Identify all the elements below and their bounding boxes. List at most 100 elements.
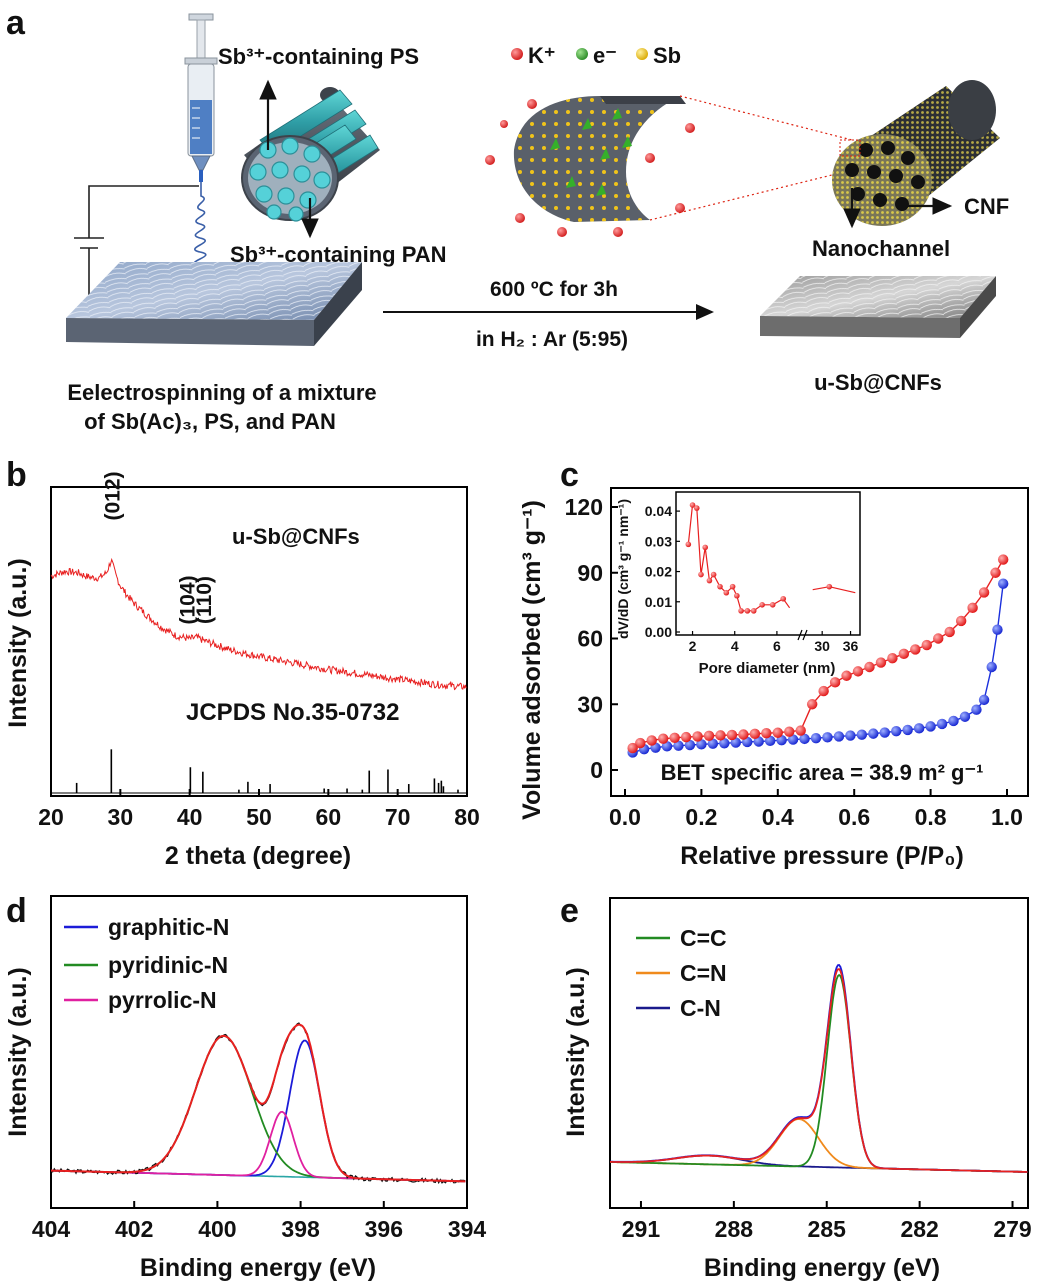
bet-annotation: BET specific area = 38.9 m² g⁻¹ bbox=[661, 760, 984, 785]
envelope-fit bbox=[610, 968, 1028, 1173]
desorption-point bbox=[806, 699, 818, 710]
x-tick-label-b: 20 bbox=[38, 804, 64, 830]
psd-point bbox=[729, 583, 736, 590]
legend-pyrrolic: pyrrolic-N bbox=[108, 987, 217, 1013]
adsorption-point bbox=[730, 737, 741, 748]
desorption-point bbox=[749, 728, 761, 740]
x-tick-label-c: 0.2 bbox=[685, 804, 717, 830]
peak-label: (110) bbox=[193, 576, 216, 624]
desorption-point bbox=[887, 653, 898, 664]
plot-area-c bbox=[627, 554, 1009, 758]
adsorption-point bbox=[925, 721, 936, 732]
x-tick-label-c: 0.6 bbox=[838, 804, 870, 830]
x-tick-label-c: 0.8 bbox=[915, 804, 947, 830]
psd-point bbox=[698, 571, 704, 578]
desorption-point bbox=[784, 726, 795, 737]
peak-label: (012) bbox=[101, 471, 124, 520]
plot-frame-e bbox=[609, 897, 1029, 1209]
legend-e: C=C C=N C-N bbox=[636, 925, 727, 1021]
fiber-bundle bbox=[241, 87, 380, 222]
product-mat bbox=[760, 276, 996, 338]
desorption-point bbox=[658, 733, 669, 744]
x-axis-title-e: Binding energy (eV) bbox=[704, 1254, 940, 1282]
desorption-point bbox=[761, 727, 772, 739]
adsorption-point bbox=[971, 704, 982, 715]
desorption-point bbox=[910, 644, 921, 655]
adsorption-point bbox=[891, 726, 902, 737]
inset-x-tick-label: 2 bbox=[689, 638, 697, 654]
desorption-point bbox=[635, 737, 646, 749]
adsorption-point bbox=[833, 731, 845, 742]
half-tube bbox=[485, 96, 695, 237]
inset-x-tick-label: 36 bbox=[843, 638, 859, 654]
x-tick-label-d: 404 bbox=[32, 1216, 71, 1242]
y-axis-title-e: Intensity (a.u.) bbox=[562, 967, 590, 1136]
legend-cc: C=C bbox=[680, 925, 727, 951]
y-axis-title-c: Volume adsorbed (cm³ g⁻¹) bbox=[518, 500, 546, 820]
panel-e: e 291 288 285 282 279 C=C C=N C-N Binding en… bbox=[560, 892, 1032, 1282]
nanochannel-label: Nanochannel bbox=[812, 236, 950, 261]
k-ion-icon bbox=[511, 48, 523, 60]
adsorption-point bbox=[913, 723, 925, 734]
pyridinic-N-fit bbox=[51, 1034, 466, 1183]
panel-letter-a: a bbox=[6, 4, 26, 42]
desorption-point bbox=[692, 731, 703, 742]
desorption-point bbox=[933, 633, 944, 644]
plot-area-e bbox=[610, 964, 1028, 1173]
psd-point bbox=[769, 602, 776, 608]
x-axis-title-b: 2 theta (degree) bbox=[165, 842, 351, 870]
panel-a: a bbox=[6, 4, 1009, 434]
panel-letter-e: e bbox=[560, 892, 579, 930]
x-tick-label-d: 400 bbox=[198, 1216, 236, 1242]
inset-y-tick-label: 0.02 bbox=[645, 564, 672, 580]
psd-point bbox=[710, 571, 717, 578]
x-tick-label-e: 288 bbox=[715, 1216, 754, 1242]
desorption-point bbox=[898, 648, 910, 660]
adsorption-point bbox=[696, 739, 707, 750]
y-tick-label-c: 0 bbox=[590, 757, 603, 783]
pan-label: Sb³⁺-containing PAN bbox=[230, 242, 447, 267]
pyrrolic-N-fit bbox=[51, 1110, 466, 1183]
product-caption: u-Sb@CNFs bbox=[814, 370, 942, 395]
adsorption-point bbox=[719, 738, 730, 749]
desorption-point bbox=[864, 661, 875, 673]
cnf-label: CNF bbox=[964, 194, 1009, 219]
panel-letter-c: c bbox=[560, 456, 579, 494]
plot-frame-d bbox=[50, 895, 468, 1209]
desorption-point bbox=[955, 615, 967, 627]
ps-label: Sb³⁺-containing PS bbox=[218, 44, 419, 69]
adsorption-point bbox=[764, 735, 776, 747]
y-axis-title-d: Intensity (a.u.) bbox=[4, 967, 32, 1136]
psd-point bbox=[826, 583, 833, 590]
desorption-point bbox=[703, 730, 715, 742]
inset-frame bbox=[675, 491, 861, 636]
psd-point bbox=[685, 541, 692, 548]
inset-y-title: dV/dD (cm³ g⁻¹ nm⁻¹) bbox=[615, 499, 631, 639]
legend-d: graphitic-N pyridinic-N pyrrolic-N bbox=[64, 914, 229, 1013]
desorption-point bbox=[875, 657, 887, 668]
panel-letter-d: d bbox=[6, 892, 27, 930]
x-axis-e: 291 288 285 282 279 bbox=[622, 1201, 1032, 1242]
desorption-point bbox=[852, 666, 864, 677]
adsorption-point bbox=[978, 694, 990, 706]
x-axis-title-d: Binding energy (eV) bbox=[140, 1254, 376, 1282]
x-axis-b: 20 30 40 50 60 70 80 bbox=[38, 789, 480, 830]
raw-spectrum bbox=[610, 964, 1028, 1173]
desorption-point bbox=[627, 742, 638, 754]
desorption-point bbox=[829, 677, 841, 688]
C=C-fit bbox=[610, 973, 1028, 1173]
legend-e: e⁻ bbox=[593, 43, 617, 68]
desorption-point bbox=[646, 735, 657, 746]
adsorption-point bbox=[936, 718, 948, 730]
panel-b: b 20 30 40 50 60 70 80 u-Sb@CNFs JCPDS No.35-0… bbox=[4, 456, 480, 870]
adsorption-point bbox=[822, 732, 833, 743]
collector-mat bbox=[66, 262, 362, 346]
inset-x-tick-label: 30 bbox=[814, 638, 830, 654]
x-tick-label-e: 291 bbox=[622, 1216, 661, 1242]
adsorption-point bbox=[902, 724, 913, 736]
inset-y-tick-label: 0.04 bbox=[645, 503, 672, 519]
jet-spiral bbox=[193, 182, 207, 272]
psd-point bbox=[780, 595, 787, 602]
x-tick-label-e: 285 bbox=[808, 1216, 847, 1242]
plot-frame-c bbox=[610, 487, 1029, 797]
